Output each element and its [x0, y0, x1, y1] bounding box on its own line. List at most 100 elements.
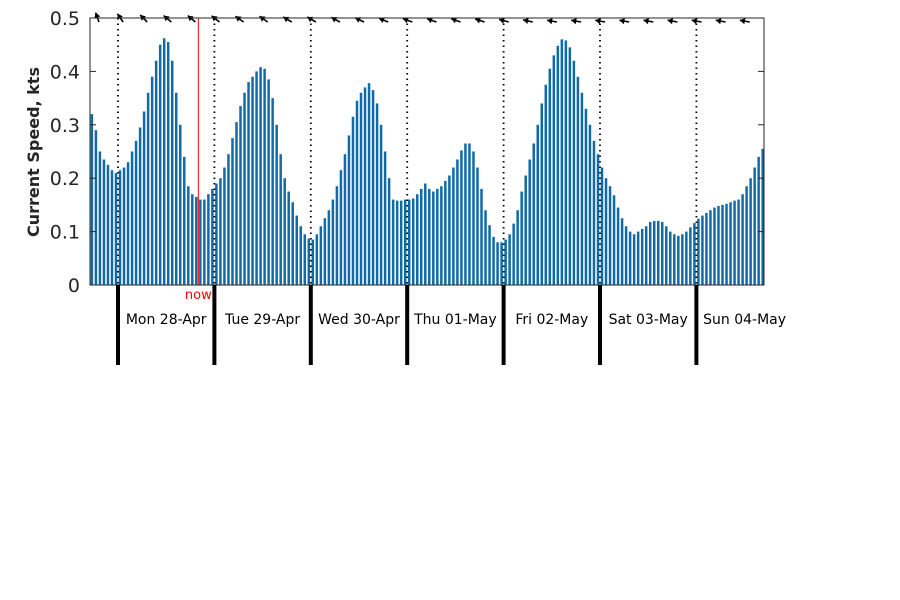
bar [227, 154, 230, 285]
bar [665, 226, 668, 285]
bar [231, 138, 234, 285]
day-label: Mon 28-Apr [126, 312, 207, 328]
direction-arrow [691, 18, 702, 25]
bar [179, 124, 182, 285]
bar [195, 196, 198, 285]
bar [532, 143, 535, 285]
bar [223, 167, 226, 285]
day-axis: Mon 28-Apr Tue 29-Apr Wed 30-Apr Thu 01-May… [116, 285, 786, 365]
day-boundary-lines [117, 18, 698, 285]
bar [363, 87, 367, 285]
day-label: Thu 01-May [413, 312, 497, 328]
bar [158, 44, 162, 286]
bar [560, 39, 564, 285]
bar [648, 221, 652, 285]
y-tick-label: 0.5 [50, 8, 80, 30]
bar [247, 82, 250, 285]
bar [279, 154, 282, 285]
bar [496, 242, 499, 285]
bar [307, 238, 311, 285]
bar [588, 124, 592, 285]
bar [757, 156, 760, 285]
bar [492, 236, 495, 285]
direction-arrow [739, 18, 750, 25]
direction-arrow [94, 12, 101, 23]
y-tick-label: 0.4 [50, 61, 80, 83]
bar [548, 68, 552, 285]
bar [142, 111, 146, 285]
bar [239, 106, 242, 285]
bar [632, 234, 636, 285]
bar [395, 200, 399, 285]
arrow-head [211, 15, 218, 22]
direction-arrow [715, 18, 726, 25]
bar [315, 234, 319, 285]
y-tick-label: 0.1 [50, 222, 80, 244]
arrow-head [643, 18, 650, 25]
bar [416, 194, 419, 285]
y-axis: 0 0.1 0.2 0.3 0.4 0.5 [50, 8, 764, 297]
arrow-head [691, 18, 698, 25]
bar [327, 210, 331, 285]
bar [371, 90, 375, 285]
bar [299, 226, 302, 285]
bar [335, 186, 339, 285]
bar [331, 199, 335, 285]
bar [420, 188, 423, 285]
bar [604, 178, 608, 285]
bar [411, 198, 415, 285]
bar [737, 199, 740, 285]
bar [612, 195, 616, 285]
bar [464, 143, 467, 285]
bar [693, 223, 696, 285]
bar [303, 234, 307, 285]
arrow-head [378, 17, 385, 24]
bar [488, 225, 491, 285]
bar [191, 194, 194, 285]
bar [150, 76, 154, 286]
bar [572, 60, 576, 285]
bar [407, 199, 411, 285]
bar [166, 42, 170, 285]
bar [713, 207, 716, 285]
direction-arrow [498, 17, 509, 24]
bar [596, 154, 600, 285]
day-label: Fri 02-May [515, 312, 588, 328]
arrow-head [451, 17, 457, 24]
bar [652, 220, 656, 285]
bar [685, 231, 688, 285]
bar [460, 150, 463, 285]
bar [540, 103, 543, 285]
bar [287, 191, 290, 285]
bar [379, 124, 383, 285]
direction-arrow [619, 18, 630, 25]
y-tick-label: 0.2 [50, 168, 80, 190]
bar [580, 92, 584, 285]
direction-arrow [259, 15, 269, 23]
bar [452, 167, 455, 285]
bar [608, 186, 612, 285]
bar [106, 164, 110, 285]
arrow-head [475, 17, 481, 24]
bar [207, 194, 210, 285]
bar [283, 178, 286, 285]
bar [472, 151, 475, 285]
now-label: now [185, 288, 212, 303]
bar [94, 130, 98, 285]
bar [403, 199, 407, 285]
day-label: Sat 03-May [609, 312, 688, 328]
bar [512, 223, 515, 285]
bar [311, 239, 315, 285]
bar [480, 188, 483, 285]
bar [536, 124, 539, 285]
now-marker: now [185, 18, 212, 303]
bar [528, 159, 531, 285]
direction-arrow [402, 17, 413, 24]
bar-series [90, 38, 764, 286]
bar [291, 202, 294, 285]
bar [295, 215, 298, 285]
bar [661, 221, 664, 285]
bar [500, 242, 503, 285]
bar [146, 92, 150, 285]
bar [275, 124, 278, 285]
